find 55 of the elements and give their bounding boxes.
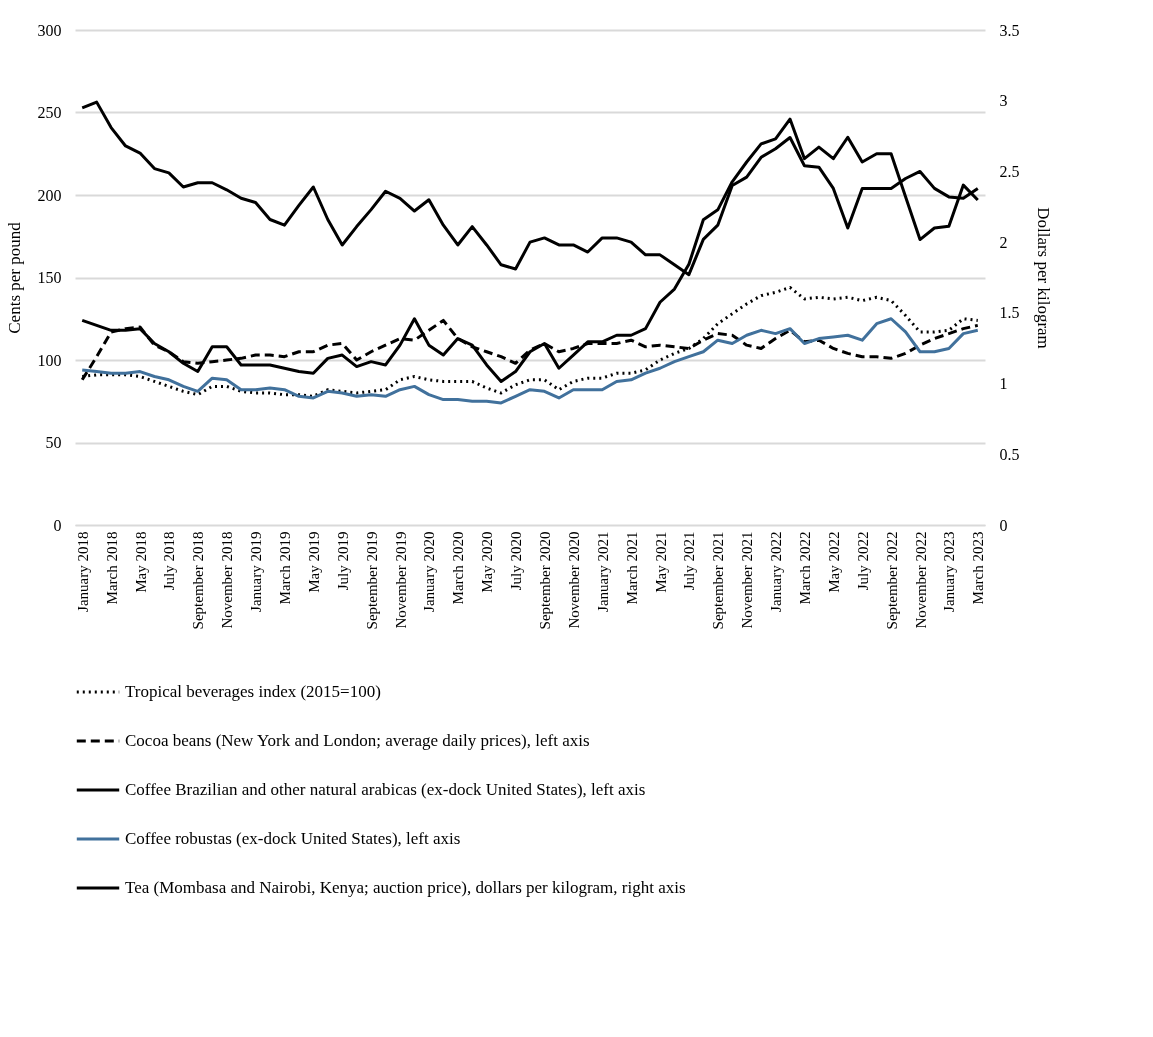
x-tick-label: March 2020	[450, 531, 467, 605]
y2-tick-label: 2	[999, 233, 1008, 251]
x-tick-label: September 2018	[190, 531, 207, 630]
y2-tick-label: 1.5	[999, 304, 1020, 322]
x-tick-label: November 2018	[219, 531, 236, 629]
x-tick-label: July 2020	[508, 531, 525, 591]
x-tick-label: May 2022	[825, 531, 842, 593]
y2-axis-title: Dollars per kilogram	[1033, 207, 1053, 349]
x-tick-label: January 2022	[768, 531, 785, 612]
legend-label: Tea (Mombasa and Nairobi, Kenya; auction price), dollars per kilogram, right axis	[125, 878, 686, 897]
y2-tick-label: 0.5	[999, 445, 1020, 463]
y-tick-label: 50	[45, 434, 62, 451]
x-tick-label: January 2018	[74, 531, 91, 612]
x-tick-label: September 2019	[363, 531, 380, 630]
y-tick-label: 200	[37, 186, 62, 204]
y2-tick-label: 0	[999, 516, 1008, 534]
y2-tick-label: 1	[999, 375, 1008, 393]
x-tick-label: September 2021	[710, 531, 727, 630]
x-tick-label: November 2020	[565, 531, 582, 629]
y-axis-title: Cents per pound	[4, 221, 24, 334]
line-series	[80, 285, 980, 398]
x-tick-label: March 2019	[276, 531, 293, 605]
x-tick-label: July 2018	[161, 531, 178, 591]
y-tick-label: 100	[37, 351, 62, 369]
x-tick-label: March 2022	[796, 531, 813, 605]
x-tick-label: May 2020	[479, 531, 496, 593]
y2-tick-label: 3.5	[999, 21, 1020, 39]
y2-tick-label: 2.5	[999, 162, 1020, 180]
y-tick-label: 300	[37, 21, 62, 39]
x-tick-label: November 2021	[739, 531, 756, 629]
x-tick-label: January 2023	[941, 531, 958, 612]
legend-label: Cocoa beans (New York and London; average daily prices), left axis	[125, 731, 590, 750]
legend-label: Tropical beverages index (2015=100)	[125, 682, 381, 701]
x-tick-label: September 2022	[883, 531, 900, 630]
x-tick-label: March 2018	[103, 531, 120, 605]
y2-tick-label: 3	[999, 92, 1008, 110]
x-tick-label: November 2019	[392, 531, 409, 629]
x-tick-label: January 2020	[421, 531, 438, 612]
y-tick-label: 0	[53, 516, 62, 534]
x-tick-label: September 2020	[536, 531, 553, 630]
x-tick-label: July 2021	[681, 531, 698, 591]
x-tick-label: March 2021	[623, 531, 640, 605]
x-tick-label: May 2019	[305, 531, 322, 593]
x-tick-label: July 2022	[854, 531, 871, 591]
x-tick-label: May 2018	[132, 531, 149, 593]
x-tick-label: November 2022	[912, 531, 929, 629]
legend-label: Coffee robustas (ex-dock United States), left axis	[125, 829, 461, 848]
x-tick-label: March 2023	[970, 531, 987, 605]
x-tick-label: July 2019	[334, 531, 351, 591]
y-tick-label: 150	[37, 269, 62, 286]
x-tick-label: January 2019	[248, 531, 265, 612]
x-tick-label: May 2021	[652, 531, 669, 593]
x-tick-label: January 2021	[594, 531, 611, 612]
y-tick-label: 250	[37, 104, 62, 121]
legend-label: Coffee Brazilian and other natural arabicas (ex-dock United States), left axis	[125, 780, 646, 799]
